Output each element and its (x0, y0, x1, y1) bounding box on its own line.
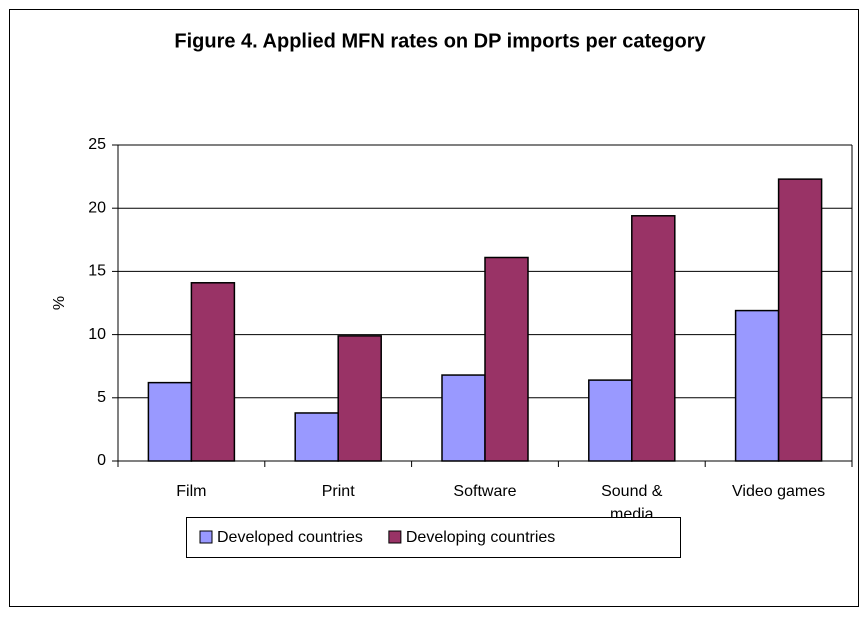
legend-box (186, 517, 681, 558)
bar (294, 412, 339, 462)
x-tick-label: Film (176, 483, 206, 500)
bar (147, 381, 193, 462)
legend-label: Developed countries (217, 529, 363, 546)
legend-swatch (388, 530, 402, 544)
bar (631, 215, 676, 462)
legend-label: Developing countries (406, 529, 555, 546)
y-tick-label: 15 (88, 263, 106, 280)
chart-title: Figure 4. Applied MFN rates on DP import… (174, 30, 706, 52)
bar (337, 335, 382, 462)
bar (190, 282, 236, 462)
bar (777, 178, 823, 462)
y-axis-label: % (51, 296, 68, 310)
y-tick-label: 10 (88, 326, 106, 343)
y-tick-label: 0 (97, 452, 106, 469)
y-tick-label: 5 (97, 389, 106, 406)
y-tick-label: 20 (88, 199, 106, 216)
bar (484, 256, 529, 462)
x-tick-label: Video games (732, 483, 825, 500)
x-tick-label: Print (322, 483, 355, 500)
legend-swatch (199, 530, 213, 544)
bar (588, 379, 633, 462)
x-tick-label: Software (453, 483, 516, 500)
bar (441, 374, 486, 462)
bar (734, 309, 780, 462)
y-tick-label: 25 (88, 136, 106, 153)
